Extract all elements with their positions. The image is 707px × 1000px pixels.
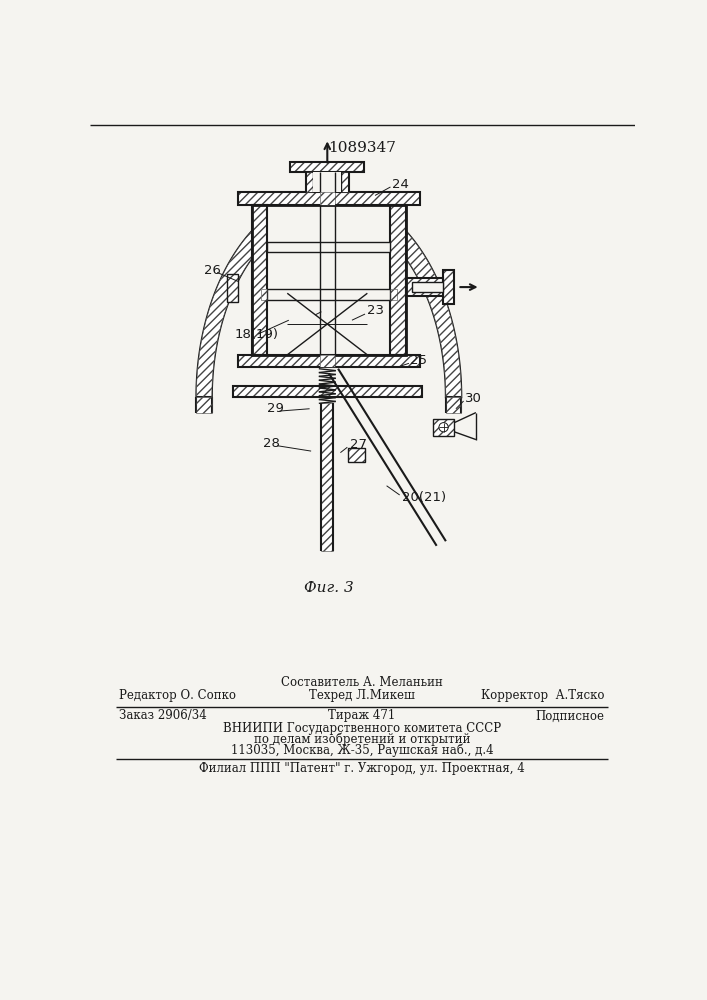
Text: Тираж 471: Тираж 471	[328, 709, 396, 722]
Bar	[252, 205, 406, 355]
Circle shape	[439, 423, 448, 432]
Bar	[406, 278, 443, 296]
Polygon shape	[197, 397, 212, 413]
Text: 1089347: 1089347	[328, 141, 396, 155]
Polygon shape	[238, 355, 420, 367]
Text: Редактор О. Сопко: Редактор О. Сопко	[119, 689, 236, 702]
Polygon shape	[197, 193, 461, 397]
Polygon shape	[341, 172, 349, 192]
Text: Филиал ППП "Патент" г. Ужгород, ул. Проектная, 4: Филиал ППП "Патент" г. Ужгород, ул. Прое…	[199, 762, 525, 775]
Polygon shape	[433, 419, 455, 436]
Text: ВНИИПИ Государственного комитета СССР: ВНИИПИ Государственного комитета СССР	[223, 722, 501, 735]
Text: Заказ 2906/34: Заказ 2906/34	[119, 709, 207, 722]
Bar	[267, 289, 390, 300]
Polygon shape	[305, 172, 313, 192]
Polygon shape	[443, 270, 454, 304]
Text: Подписное: Подписное	[535, 709, 604, 722]
Bar	[238, 355, 420, 367]
Bar	[238, 192, 420, 205]
Text: Составитель А. Меланьин: Составитель А. Меланьин	[281, 676, 443, 689]
Bar	[348, 448, 365, 462]
Bar	[433, 419, 455, 436]
Bar	[412, 282, 443, 292]
Polygon shape	[261, 289, 267, 300]
Text: 23: 23	[368, 304, 385, 317]
Polygon shape	[446, 397, 461, 413]
Bar	[291, 162, 364, 172]
Bar	[443, 270, 454, 304]
Bar	[267, 242, 390, 252]
Polygon shape	[233, 386, 422, 397]
Polygon shape	[406, 278, 443, 296]
Text: 29: 29	[267, 402, 284, 415]
Text: 24: 24	[392, 178, 409, 191]
Text: 113035, Москва, Ж-35, Раушская наб., д.4: 113035, Москва, Ж-35, Раушская наб., д.4	[230, 743, 493, 757]
Polygon shape	[320, 355, 335, 367]
Text: по делам изобретений и открытий: по делам изобретений и открытий	[254, 732, 470, 746]
Text: 20(21): 20(21)	[402, 491, 446, 504]
Bar	[252, 205, 267, 355]
Bar	[233, 386, 422, 397]
Polygon shape	[320, 192, 335, 205]
Bar	[313, 172, 341, 192]
Bar	[267, 205, 390, 355]
Polygon shape	[252, 205, 267, 355]
Text: 27: 27	[351, 438, 368, 451]
Polygon shape	[348, 448, 365, 462]
Polygon shape	[227, 274, 238, 302]
Bar	[227, 274, 238, 302]
Text: Фиг. 3: Фиг. 3	[304, 581, 354, 595]
Text: 26: 26	[204, 264, 221, 277]
Polygon shape	[390, 205, 406, 355]
Text: 30: 30	[465, 392, 482, 405]
Text: 25: 25	[411, 354, 428, 367]
Text: Техред Л.Микеш: Техред Л.Микеш	[309, 689, 415, 702]
Bar	[390, 205, 406, 355]
Polygon shape	[321, 403, 334, 551]
Polygon shape	[390, 289, 397, 300]
Polygon shape	[291, 162, 364, 172]
Text: 28: 28	[264, 437, 280, 450]
Text: Корректор  А.Тяско: Корректор А.Тяско	[481, 689, 604, 702]
Text: 18(19): 18(19)	[235, 328, 279, 341]
Polygon shape	[238, 192, 420, 205]
